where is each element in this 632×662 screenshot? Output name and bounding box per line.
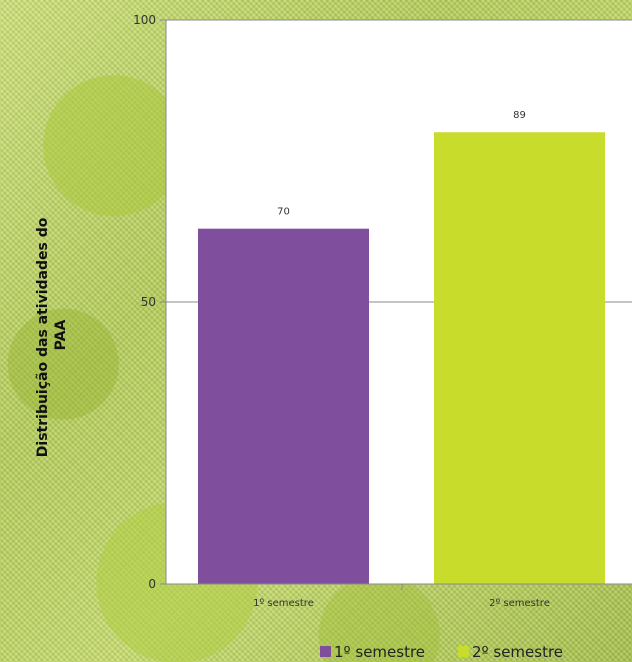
x-tick-label: 2º semestre: [489, 598, 550, 609]
x-tick-label: 1º semestre: [253, 598, 314, 609]
y-axis-title-line-1: Distribuição das atividades do: [35, 217, 51, 457]
legend-label: 2º semestre: [472, 643, 563, 661]
bar: [434, 132, 605, 584]
legend: 1º semestre 2º semestre: [320, 643, 563, 661]
data-label: 70: [277, 207, 290, 218]
bar-series: 70 89: [198, 110, 605, 584]
legend-label: 1º semestre: [334, 643, 425, 661]
y-axis-title-line-2: PAA: [53, 320, 69, 351]
y-tick-label: 100: [133, 13, 156, 27]
legend-swatch: [320, 646, 331, 657]
y-tick-label: 50: [141, 295, 156, 309]
axes: 0 50 100 1º semestre 2º semestre: [133, 13, 632, 609]
legend-item: 2º semestre: [458, 643, 563, 661]
legend-swatch: [458, 646, 469, 657]
data-label: 89: [513, 110, 526, 121]
bar: [198, 228, 369, 584]
legend-item: 1º semestre: [320, 643, 425, 661]
y-axis-title: Distribuição das atividades do PAA: [35, 213, 69, 457]
y-tick-label: 0: [148, 577, 156, 591]
